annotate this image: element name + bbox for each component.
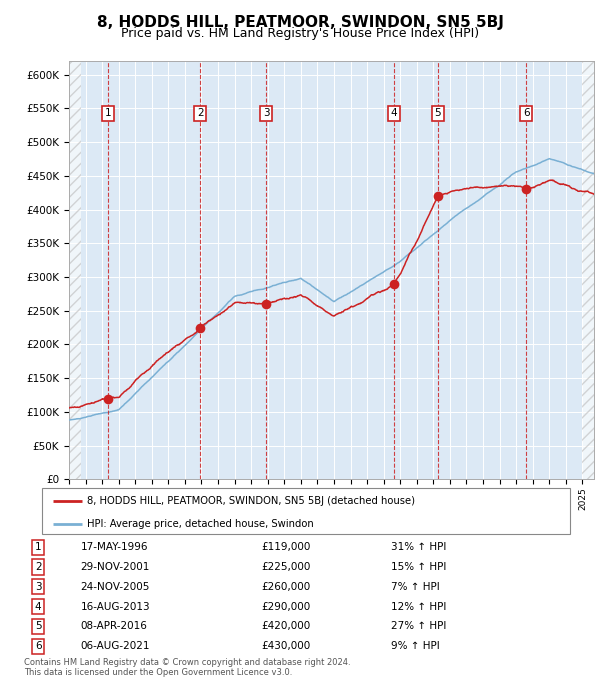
Text: 4: 4 [35,602,41,611]
Text: 12% ↑ HPI: 12% ↑ HPI [391,602,446,611]
Text: 9% ↑ HPI: 9% ↑ HPI [391,641,439,651]
Text: £260,000: £260,000 [261,582,310,592]
Text: 1: 1 [35,542,41,552]
Text: £290,000: £290,000 [261,602,310,611]
Text: Contains HM Land Registry data © Crown copyright and database right 2024.: Contains HM Land Registry data © Crown c… [24,658,350,667]
Text: 6: 6 [35,641,41,651]
Text: 1: 1 [105,109,112,118]
Bar [583,61,594,479]
Text: 17-MAY-1996: 17-MAY-1996 [80,542,148,552]
Text: 2: 2 [197,109,203,118]
Text: 2: 2 [35,562,41,572]
Text: HPI: Average price, detached house, Swindon: HPI: Average price, detached house, Swin… [87,519,314,528]
Bar [69,61,80,479]
Text: £225,000: £225,000 [261,562,310,572]
Text: 4: 4 [391,109,397,118]
Text: Price paid vs. HM Land Registry's House Price Index (HPI): Price paid vs. HM Land Registry's House … [121,27,479,40]
Text: £420,000: £420,000 [261,622,310,632]
Text: 8, HODDS HILL, PEATMOOR, SWINDON, SN5 5BJ (detached house): 8, HODDS HILL, PEATMOOR, SWINDON, SN5 5B… [87,496,415,505]
Text: 8, HODDS HILL, PEATMOOR, SWINDON, SN5 5BJ: 8, HODDS HILL, PEATMOOR, SWINDON, SN5 5B… [97,15,503,30]
Text: £430,000: £430,000 [261,641,310,651]
Text: 29-NOV-2001: 29-NOV-2001 [80,562,150,572]
Text: £119,000: £119,000 [261,542,310,552]
Text: 7% ↑ HPI: 7% ↑ HPI [391,582,439,592]
Text: 06-AUG-2021: 06-AUG-2021 [80,641,150,651]
Text: 27% ↑ HPI: 27% ↑ HPI [391,622,446,632]
Text: 5: 5 [35,622,41,632]
Text: 08-APR-2016: 08-APR-2016 [80,622,147,632]
Text: 15% ↑ HPI: 15% ↑ HPI [391,562,446,572]
Text: 16-AUG-2013: 16-AUG-2013 [80,602,150,611]
Text: 31% ↑ HPI: 31% ↑ HPI [391,542,446,552]
Text: 6: 6 [523,109,529,118]
Text: 24-NOV-2005: 24-NOV-2005 [80,582,150,592]
Text: 5: 5 [434,109,441,118]
Text: 3: 3 [35,582,41,592]
Text: This data is licensed under the Open Government Licence v3.0.: This data is licensed under the Open Gov… [24,668,292,677]
Text: 3: 3 [263,109,269,118]
